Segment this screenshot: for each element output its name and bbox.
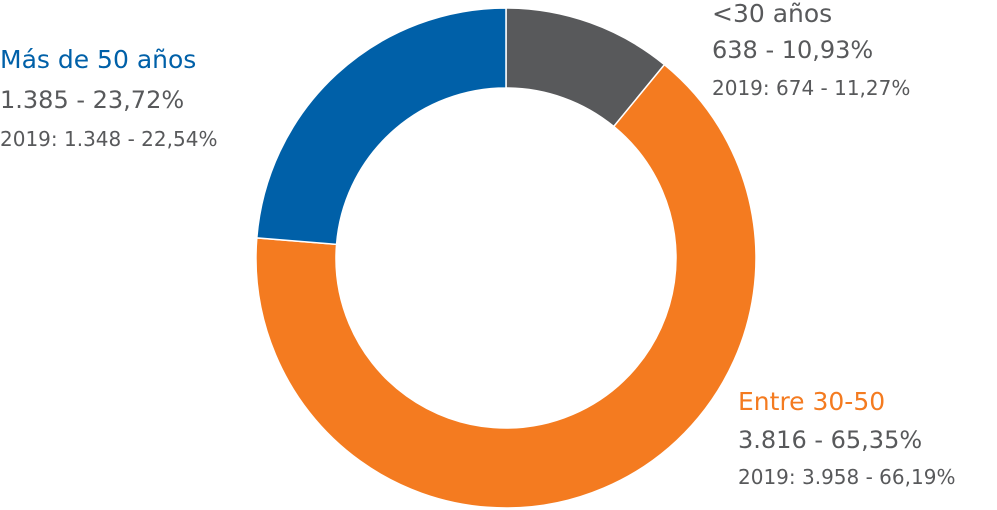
value-label: 3.816 - 65,35% — [738, 426, 922, 454]
comparison-label: 2019: 1.348 - 22,54% — [0, 127, 217, 151]
value-label: 638 - 10,93% — [712, 36, 873, 64]
category-label: Más de 50 años — [0, 45, 196, 74]
comparison-label: 2019: 674 - 11,27% — [712, 76, 910, 100]
donut-slice — [255, 7, 507, 246]
value-label: 1.385 - 23,72% — [0, 86, 184, 114]
category-label: <30 años — [712, 0, 832, 28]
category-label: Entre 30-50 — [738, 387, 885, 416]
donut-slice — [255, 63, 757, 509]
comparison-label: 2019: 3.958 - 66,19% — [738, 465, 955, 489]
donut — [255, 7, 757, 509]
